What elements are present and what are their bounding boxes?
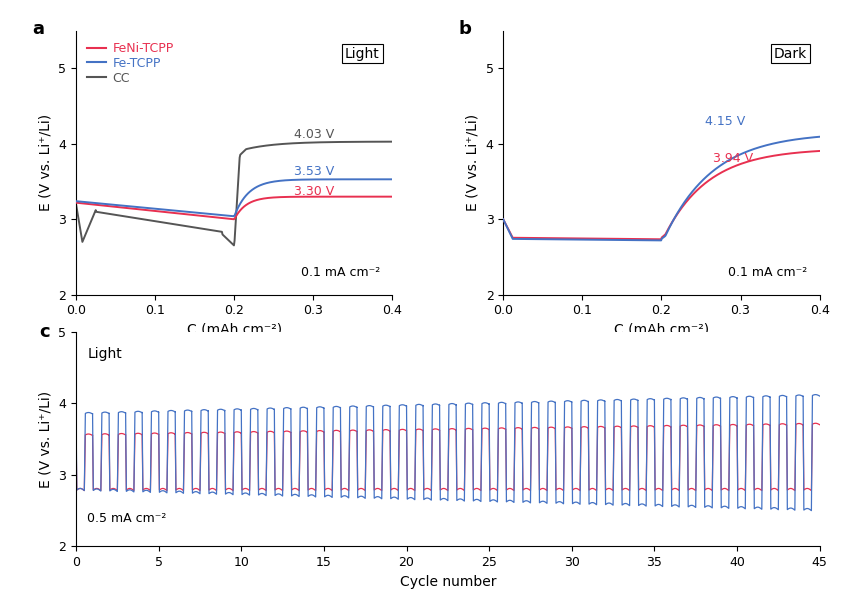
Text: c: c — [39, 323, 50, 341]
Text: Light: Light — [344, 47, 379, 61]
Text: 4.15 V: 4.15 V — [704, 115, 744, 128]
Text: b: b — [458, 20, 471, 38]
Text: 3.30 V: 3.30 V — [293, 185, 333, 198]
Text: 0.1 mA cm⁻²: 0.1 mA cm⁻² — [300, 266, 379, 279]
Y-axis label: E (V vs. Li⁺/Li): E (V vs. Li⁺/Li) — [39, 114, 52, 211]
Text: Dark: Dark — [773, 47, 806, 61]
X-axis label: C (mAh cm⁻²): C (mAh cm⁻²) — [613, 323, 708, 337]
Text: 0.1 mA cm⁻²: 0.1 mA cm⁻² — [727, 266, 806, 279]
X-axis label: C (mAh cm⁻²): C (mAh cm⁻²) — [187, 323, 282, 337]
Y-axis label: E (V vs. Li⁺/Li): E (V vs. Li⁺/Li) — [39, 391, 52, 488]
Legend: FeNi-TCPP, Fe-TCPP, CC: FeNi-TCPP, Fe-TCPP, CC — [82, 37, 178, 90]
Text: 0.5 mA cm⁻²: 0.5 mA cm⁻² — [87, 512, 166, 525]
Text: a: a — [32, 20, 44, 38]
Text: 3.94 V: 3.94 V — [712, 152, 752, 165]
X-axis label: Cycle number: Cycle number — [399, 575, 495, 589]
Text: 3.53 V: 3.53 V — [293, 165, 333, 178]
Text: Light: Light — [87, 346, 122, 360]
Text: 4.03 V: 4.03 V — [293, 128, 333, 141]
Y-axis label: E (V vs. Li⁺/Li): E (V vs. Li⁺/Li) — [465, 114, 479, 211]
